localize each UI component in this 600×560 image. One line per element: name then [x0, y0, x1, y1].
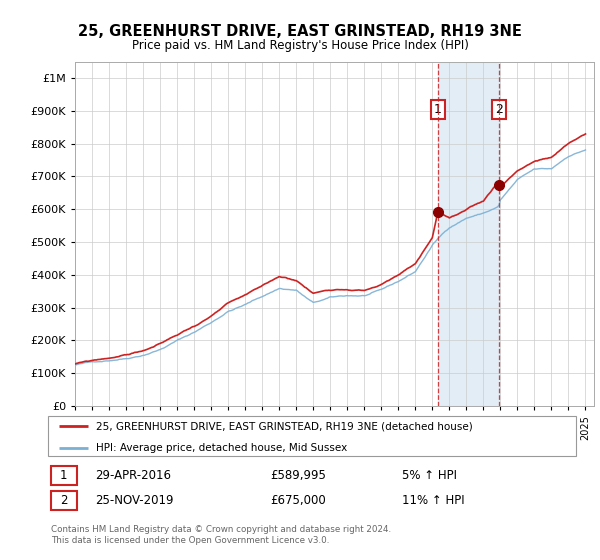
Text: 29-APR-2016: 29-APR-2016 — [95, 469, 172, 482]
Text: Price paid vs. HM Land Registry's House Price Index (HPI): Price paid vs. HM Land Registry's House … — [131, 39, 469, 52]
Text: 2: 2 — [495, 102, 503, 116]
Text: 25, GREENHURST DRIVE, EAST GRINSTEAD, RH19 3NE (detached house): 25, GREENHURST DRIVE, EAST GRINSTEAD, RH… — [95, 421, 472, 431]
FancyBboxPatch shape — [50, 465, 77, 484]
Text: HPI: Average price, detached house, Mid Sussex: HPI: Average price, detached house, Mid … — [95, 442, 347, 452]
Text: 2: 2 — [60, 494, 68, 507]
Text: 1: 1 — [60, 469, 68, 482]
Text: 25, GREENHURST DRIVE, EAST GRINSTEAD, RH19 3NE: 25, GREENHURST DRIVE, EAST GRINSTEAD, RH… — [78, 24, 522, 39]
Bar — [438, 62, 499, 406]
Text: 11% ↑ HPI: 11% ↑ HPI — [402, 494, 464, 507]
Text: 5% ↑ HPI: 5% ↑ HPI — [402, 469, 457, 482]
Text: £675,000: £675,000 — [270, 494, 326, 507]
Text: 1: 1 — [434, 102, 442, 116]
FancyBboxPatch shape — [48, 416, 576, 456]
Text: 25-NOV-2019: 25-NOV-2019 — [95, 494, 174, 507]
FancyBboxPatch shape — [50, 491, 77, 510]
Text: £589,995: £589,995 — [270, 469, 326, 482]
Text: Contains HM Land Registry data © Crown copyright and database right 2024.
This d: Contains HM Land Registry data © Crown c… — [51, 525, 391, 545]
